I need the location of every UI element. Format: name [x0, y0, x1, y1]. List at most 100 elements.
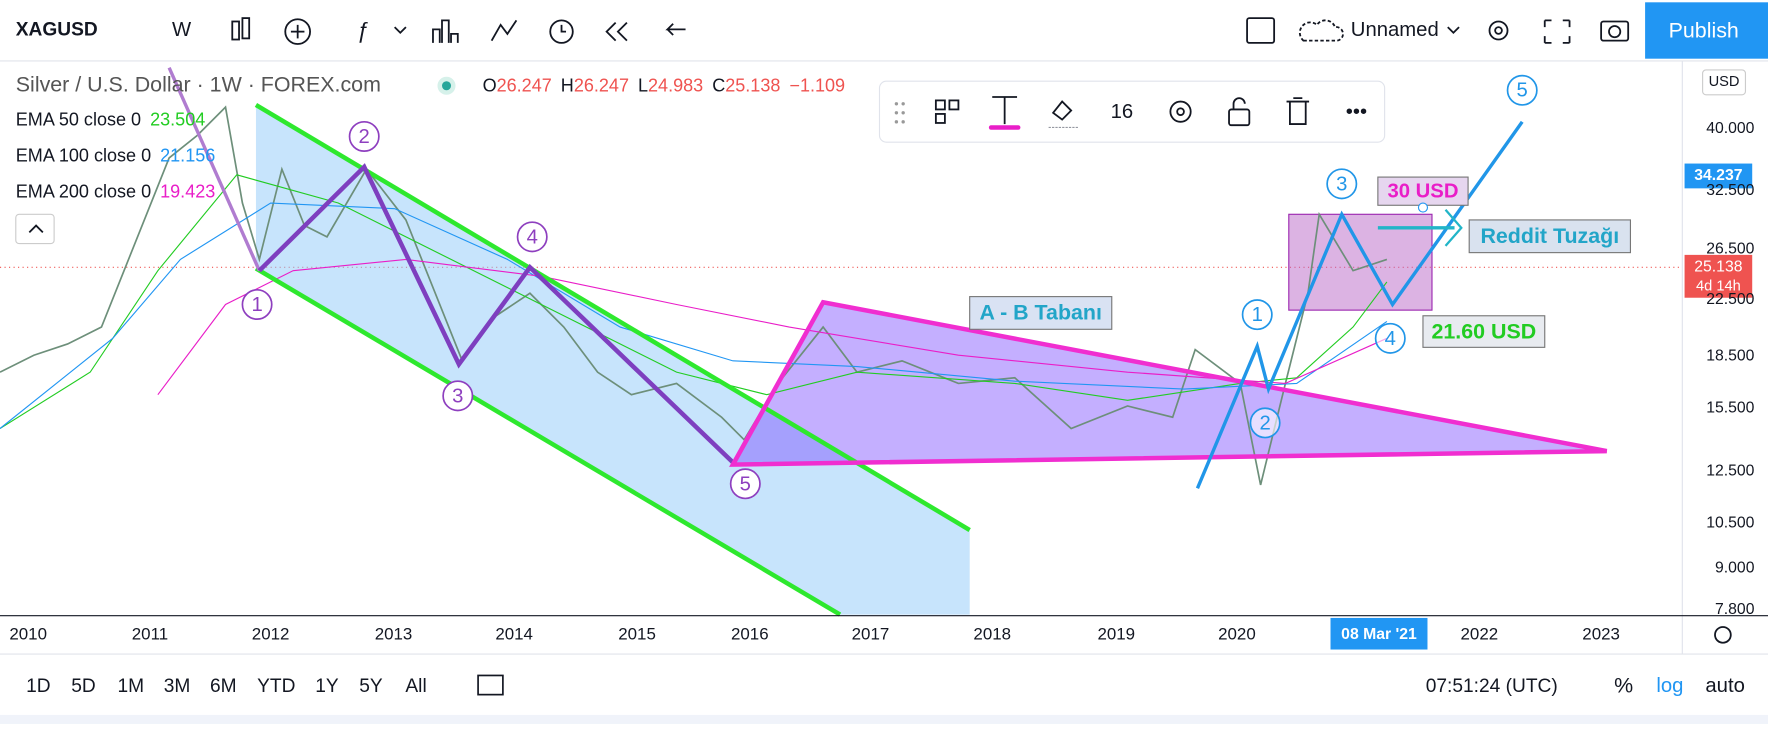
support-label-box	[1422, 315, 1546, 348]
wave-circle	[516, 221, 548, 253]
currency-box	[1702, 69, 1747, 96]
wave-circle	[442, 380, 474, 412]
trap-label: Reddit Tuzağı	[1480, 224, 1619, 248]
range-button[interactable]: 5Y	[359, 676, 383, 697]
price-line	[0, 105, 1388, 486]
ohlc-key: L	[638, 76, 648, 96]
wave-circle	[348, 120, 380, 152]
price-label: 26.500	[1706, 240, 1754, 257]
drag-handle	[901, 111, 905, 115]
date-range-icon[interactable]	[477, 674, 504, 696]
log-toggle[interactable]: log	[1656, 675, 1683, 697]
wave-label: 2	[1259, 412, 1270, 434]
symbol[interactable]: XAGUSD	[16, 20, 98, 41]
drag-handle	[894, 102, 899, 106]
drag-handle	[901, 102, 905, 106]
indicator-value: 23.504	[150, 109, 205, 129]
price-label: 22.500	[1706, 291, 1754, 308]
triangle-outline	[729, 299, 1608, 467]
support-label: 21.60 USD	[1431, 319, 1536, 343]
settings-icon[interactable]	[1714, 626, 1732, 644]
publish-button[interactable]	[1645, 2, 1768, 59]
base-label-box	[969, 296, 1113, 330]
channel-fill	[255, 104, 970, 615]
wave-label: 5	[740, 473, 751, 495]
crosshair-price: 34.237	[1694, 167, 1742, 184]
interval[interactable]: W	[172, 19, 192, 41]
clock: 07:51:24 (UTC)	[1426, 676, 1558, 697]
range-button[interactable]: 1D	[26, 676, 50, 697]
indicators-icon[interactable]: ƒ	[356, 18, 369, 43]
time-label: 2017	[852, 624, 890, 643]
change: −1.109	[789, 76, 845, 96]
ohlc-value: 26.247	[574, 76, 629, 96]
drag-handle	[894, 120, 899, 124]
price-label: 18.500	[1706, 348, 1754, 365]
collapse-button[interactable]	[15, 213, 55, 245]
time-label: 2013	[375, 624, 413, 643]
currency: USD	[1709, 74, 1740, 90]
time-label: 2016	[731, 624, 769, 643]
wave-circle	[1374, 322, 1406, 354]
toolbar	[0, 0, 1768, 61]
wave-label: 4	[1385, 328, 1396, 350]
wave-lead	[167, 67, 261, 272]
layout-name[interactable]: Unnamed	[1351, 19, 1439, 41]
channel-upper	[254, 102, 971, 532]
anchor-point	[1417, 202, 1429, 213]
font-size[interactable]: 16	[1111, 101, 1134, 123]
time-label: 2023	[1582, 624, 1620, 643]
crosshair-date: 08 Mar '21	[1341, 626, 1417, 643]
range-button[interactable]: YTD	[257, 676, 295, 697]
indicator-value: 21.156	[160, 146, 215, 166]
last-price-tag	[1684, 254, 1753, 298]
ohlc-value: 26.247	[497, 76, 552, 96]
wave-label: 5	[1517, 80, 1528, 102]
text-color-indicator	[988, 125, 1021, 130]
range-button[interactable]: 6M	[210, 676, 237, 697]
wave-label: 3	[452, 385, 463, 407]
price-label: 7.800	[1715, 601, 1755, 618]
wave-label: 3	[1336, 173, 1347, 195]
time-label: 2019	[1097, 624, 1135, 643]
more-button[interactable]: •••	[1346, 101, 1367, 123]
trap-arrow	[1444, 209, 1463, 247]
wave-label: 1	[1252, 304, 1263, 326]
ema-100	[0, 202, 1388, 429]
range-button[interactable]: 3M	[164, 676, 191, 697]
countdown: 4d 14h	[1696, 278, 1741, 294]
ohlc-key: H	[561, 76, 574, 96]
publish-label[interactable]: Publish	[1669, 18, 1739, 42]
range-button[interactable]: 5D	[71, 676, 96, 697]
wave-circle	[241, 288, 273, 320]
crosshair-date-tag	[1330, 617, 1428, 650]
ema-200	[157, 258, 1388, 396]
trap-label-box	[1468, 219, 1632, 254]
auto-toggle[interactable]: auto	[1705, 675, 1744, 697]
time-label: 2015	[618, 624, 656, 643]
channel-lower	[254, 266, 842, 617]
range-button[interactable]: 1M	[117, 676, 144, 697]
time-label: 2018	[973, 624, 1011, 643]
wave-label: 4	[527, 226, 538, 248]
price-label: 15.500	[1706, 399, 1754, 416]
wave-label: 1	[251, 294, 262, 316]
range-button[interactable]: 1Y	[315, 676, 339, 697]
crosshair-price-tag	[1684, 163, 1753, 189]
price-label: 40.000	[1706, 120, 1754, 137]
drag-handle	[901, 120, 905, 124]
percent-toggle[interactable]: %	[1614, 673, 1633, 697]
indicator-name: EMA 100 close 0	[16, 146, 151, 166]
wave-label: 2	[359, 126, 370, 148]
price-label: 10.500	[1706, 514, 1754, 531]
chart-area: 1 2 3 4 5 1 2 3 4 5 A - B Tabanı 30 USD Reddit Tuzağ…	[0, 67, 1683, 617]
wave-circle	[1249, 407, 1281, 439]
time-label: 2011	[132, 624, 168, 643]
price-label: 12.500	[1706, 463, 1754, 480]
indicator-name: EMA 50 close 0	[16, 109, 141, 129]
wave-circle	[1326, 168, 1358, 200]
triangle-fill	[732, 302, 1607, 465]
time-label: 2022	[1461, 624, 1499, 643]
range-button[interactable]: All	[405, 676, 426, 697]
